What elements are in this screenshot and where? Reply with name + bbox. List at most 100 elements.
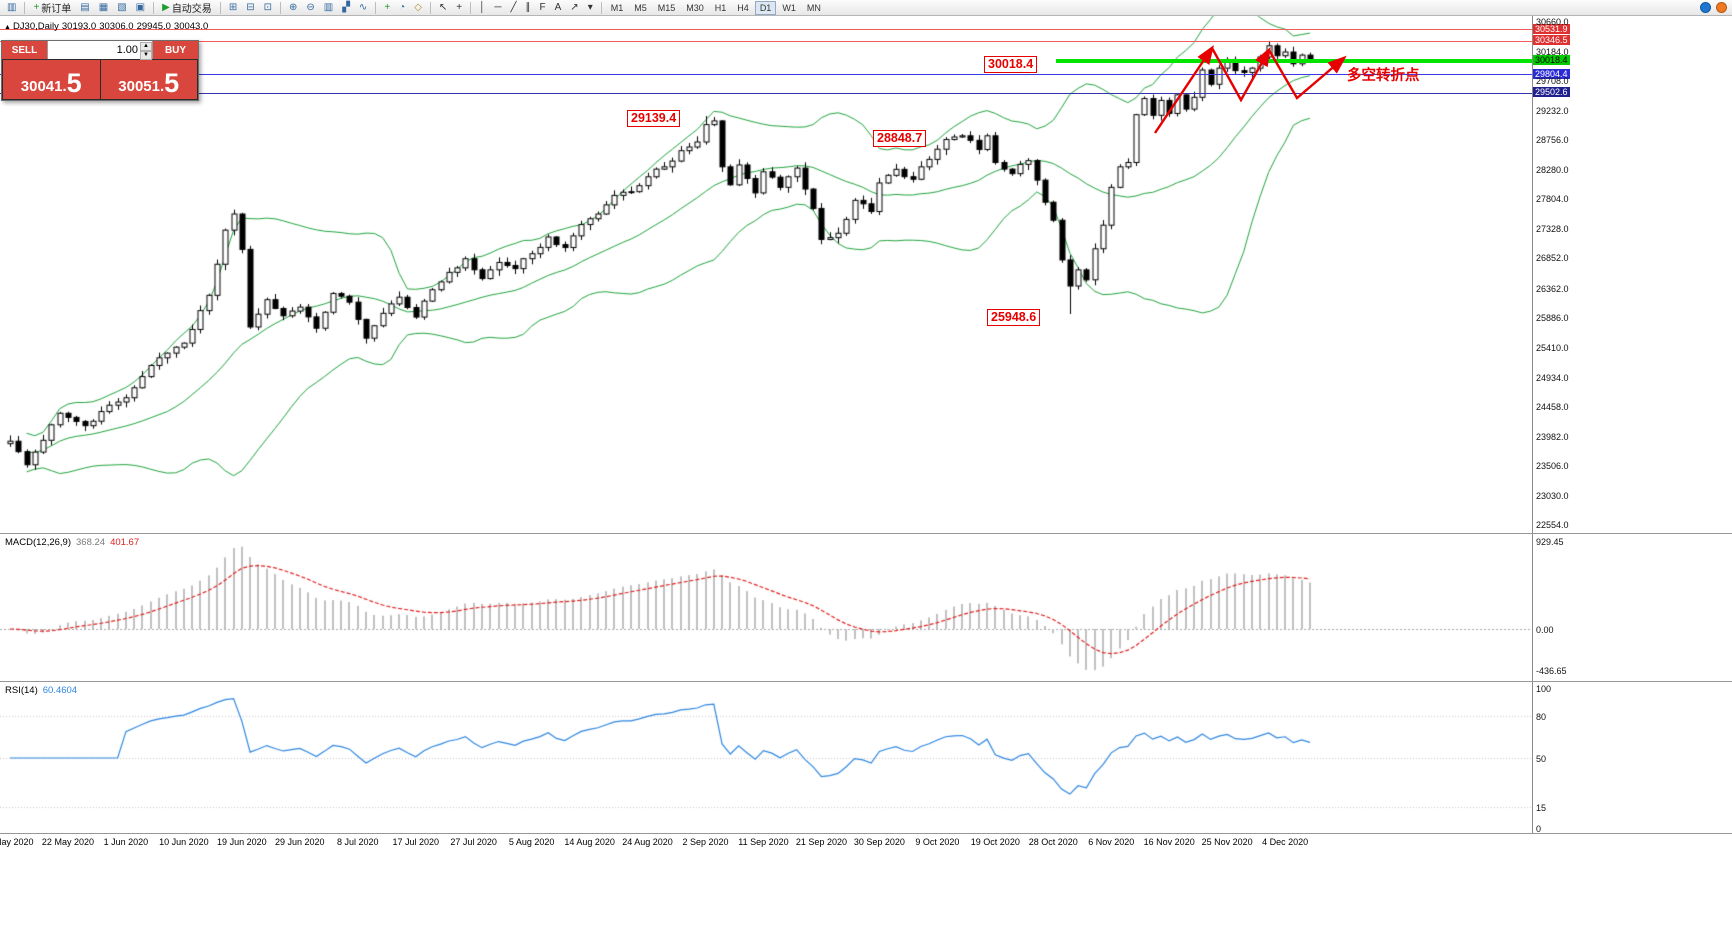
buy-button[interactable]: BUY (153, 41, 198, 59)
timeframe-m30-button[interactable]: M30 (686, 2, 704, 13)
autotrading-icon: ▶ (162, 2, 170, 13)
date-label: 29 Jun 2020 (275, 837, 325, 847)
tile-windows-button[interactable]: ⊞ (225, 1, 241, 15)
timeframe-m15-button[interactable]: M15 (657, 2, 676, 13)
terminal-button[interactable]: ▣ (132, 1, 149, 15)
sell-button[interactable]: SELL (2, 41, 47, 59)
price-axis-tick: 24458.0 (1536, 402, 1569, 413)
timeframe-d1-button[interactable]: D1 (754, 0, 777, 15)
trendline-button[interactable]: ╱ (506, 1, 520, 15)
sell-price-main: 30041. (20, 77, 67, 95)
buy-price-button[interactable]: 30051. 5 (100, 60, 197, 99)
timeframe-w1-button[interactable]: W1 (782, 2, 796, 13)
market-watch-button[interactable]: ▤ (76, 1, 93, 15)
volume-up-button[interactable]: ▲ (140, 42, 152, 51)
rsi-axis-tick: 100 (1536, 683, 1552, 694)
trendline-icon: ╱ (510, 2, 517, 13)
date-label: 9 Oct 2020 (915, 837, 960, 847)
horizontal-line-button[interactable]: ─ (490, 1, 505, 15)
timeframe-mn-button[interactable]: MN (806, 2, 821, 13)
zoom-in-icon: ⊕ (288, 2, 298, 13)
price-axis-tick: 23030.0 (1536, 490, 1569, 501)
fibonacci-icon: F (539, 2, 546, 13)
new-order-label: 新订单 (41, 4, 72, 15)
vertical-line-button[interactable]: │ (475, 1, 489, 15)
price-axis-tick: 29232.0 (1536, 105, 1569, 116)
shapes-dropdown-button[interactable]: ▾ (584, 1, 597, 15)
volume-field[interactable]: 1.00 ▲ ▼ (47, 41, 153, 60)
new-chart-icon: ▥ (7, 2, 17, 13)
toolbar-separator (429, 1, 431, 14)
fibonacci-button[interactable]: F (536, 1, 550, 15)
timeframe-m1-button[interactable]: M1 (610, 2, 624, 13)
toolbar-separator (375, 1, 377, 14)
navigator-button[interactable]: ▧ (113, 1, 130, 15)
timeframe-h4-button[interactable]: H4 (737, 2, 749, 13)
market-watch-icon: ▤ (80, 2, 90, 13)
candle-chart-button[interactable]: ▞ (338, 1, 354, 15)
resistance-line-upper[interactable] (0, 29, 1532, 31)
annotation-note-text[interactable]: 多空转折点 (1347, 68, 1420, 84)
price-axis-tick: 30660.0 (1536, 17, 1569, 28)
line-chart-button[interactable]: ∿ (355, 1, 371, 15)
community-icon[interactable] (1700, 2, 1711, 13)
date-label: 6 Nov 2020 (1088, 837, 1135, 847)
zoom-out-button[interactable]: ⊖ (302, 1, 318, 15)
crosshair-button[interactable]: + (452, 1, 466, 15)
crosshair-icon: + (456, 2, 463, 13)
zoom-in-button[interactable]: ⊕ (285, 1, 301, 15)
autotrading-label: 自动交易 (171, 4, 212, 15)
cursor-button[interactable]: ↖ (435, 1, 451, 15)
ohlc-high: 30306.0 (99, 21, 134, 32)
time-axis[interactable]: 3 May 2020 22 May 2020 1 Jun 2020 10 Jun 20… (0, 837, 1732, 851)
support-line-lower-price-tag: 29502.6 (1533, 87, 1570, 98)
toolbar-separator (600, 1, 602, 14)
macd-axis-tick: -436.65 (1536, 665, 1567, 676)
annotation-price-label[interactable]: 25948.6 (987, 309, 1041, 326)
macd-panel-separator[interactable] (0, 533, 1732, 534)
sell-price-button[interactable]: 30041. 5 (3, 60, 100, 99)
new-chart-button[interactable]: ▥ (3, 1, 20, 15)
templates-button[interactable]: ◇ (410, 1, 426, 15)
volume-value[interactable]: 1.00 (116, 44, 138, 56)
resistance-line-lower[interactable] (0, 40, 1532, 42)
data-window-button[interactable]: ▦ (95, 1, 112, 15)
support-line-upper[interactable] (0, 74, 1532, 76)
notifications-icon[interactable] (1716, 2, 1727, 13)
arrange-windows-button[interactable]: ⊡ (260, 1, 276, 15)
channel-button[interactable]: ∥ (522, 1, 535, 15)
key-level-line[interactable] (1056, 59, 1532, 64)
volume-down-button[interactable]: ▼ (140, 51, 152, 60)
period-button[interactable]: ◔ (395, 1, 409, 15)
timeframe-m5-button[interactable]: M5 (634, 2, 647, 13)
rsi-panel-separator[interactable] (0, 681, 1732, 682)
date-label: 14 Aug 2020 (564, 837, 615, 847)
add-indicator-button[interactable]: + (380, 1, 394, 15)
arrow-tool-button[interactable]: ↗ (566, 1, 582, 15)
rsi-axis-tick: 0 (1536, 823, 1542, 834)
rsi-axis-tick: 80 (1536, 711, 1547, 722)
autotrading-button[interactable]: ▶ 自动交易 (158, 1, 216, 15)
annotation-price-label[interactable]: 30018.4 (984, 56, 1038, 73)
bar-chart-button[interactable]: ▥ (320, 1, 337, 15)
navigator-icon: ▧ (117, 2, 127, 13)
buy-price-main: 30051. (118, 77, 165, 95)
toolbar-separator (24, 1, 26, 14)
resistance-line-upper-price-tag: 30531.9 (1533, 23, 1570, 34)
cascade-windows-button[interactable]: ⊟ (242, 1, 258, 15)
new-order-button[interactable]: + 新订单 (29, 1, 75, 15)
annotation-price-label[interactable]: 29139.4 (627, 110, 681, 127)
date-label: 24 Aug 2020 (622, 837, 673, 847)
macd-axis-tick: 0.00 (1536, 624, 1554, 635)
text-label-icon: A (554, 2, 562, 13)
support-line-lower[interactable] (0, 92, 1532, 94)
annotation-price-label[interactable]: 28848.7 (873, 130, 927, 147)
text-label-button[interactable]: A (551, 1, 566, 15)
macd-axis-tick: 929.45 (1536, 536, 1564, 547)
timeframe-h1-button[interactable]: H1 (714, 2, 727, 13)
date-label: 3 May 2020 (0, 837, 34, 847)
templates-icon: ◇ (414, 2, 422, 13)
ohlc-low: 29945.0 (136, 21, 171, 32)
macd-value-2: 401.67 (110, 537, 140, 548)
